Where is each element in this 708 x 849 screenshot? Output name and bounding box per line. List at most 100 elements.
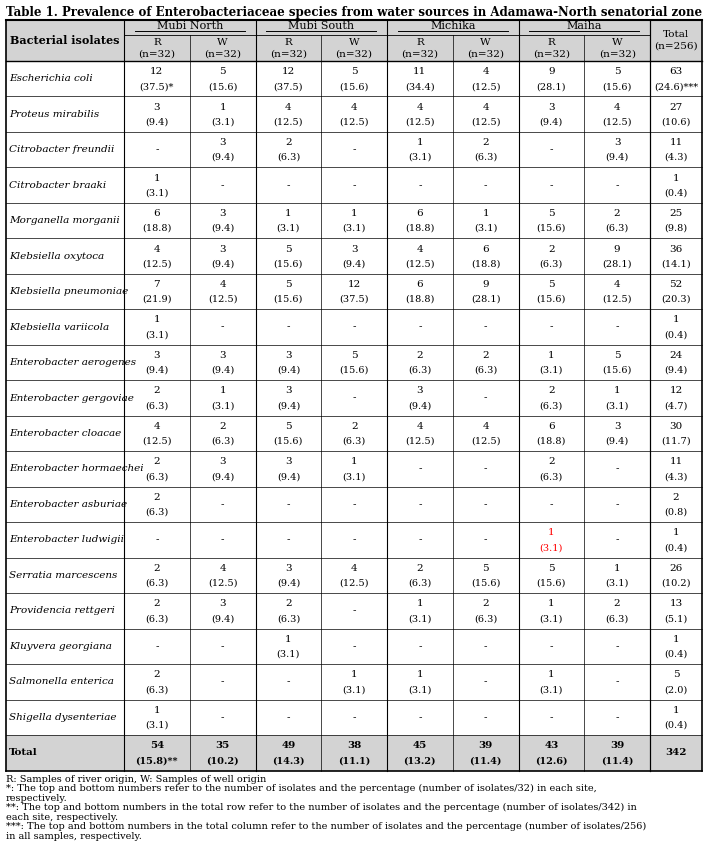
Text: 43: 43 bbox=[544, 741, 559, 751]
Text: 1: 1 bbox=[219, 103, 226, 111]
Text: (15.6): (15.6) bbox=[274, 436, 303, 446]
Text: (11.7): (11.7) bbox=[661, 436, 691, 446]
Text: (3.1): (3.1) bbox=[539, 614, 563, 623]
Text: 2: 2 bbox=[154, 564, 160, 573]
Text: (11.1): (11.1) bbox=[338, 756, 370, 765]
Text: (3.1): (3.1) bbox=[211, 402, 234, 410]
Text: 3: 3 bbox=[219, 351, 226, 360]
Text: (37.5)*: (37.5)* bbox=[139, 82, 174, 91]
Text: 4: 4 bbox=[416, 245, 423, 254]
Text: 4: 4 bbox=[416, 422, 423, 431]
Text: 39: 39 bbox=[610, 741, 624, 751]
Text: -: - bbox=[549, 323, 553, 332]
Text: each site, respectively.: each site, respectively. bbox=[6, 812, 118, 822]
Text: 7: 7 bbox=[154, 280, 160, 289]
Text: (6.3): (6.3) bbox=[343, 436, 366, 446]
Text: -: - bbox=[484, 500, 487, 509]
Text: (12.5): (12.5) bbox=[471, 436, 501, 446]
Text: (3.1): (3.1) bbox=[474, 224, 497, 233]
Text: (3.1): (3.1) bbox=[277, 649, 300, 659]
Text: (3.1): (3.1) bbox=[539, 543, 563, 552]
Text: (13.2): (13.2) bbox=[404, 756, 436, 765]
Text: (6.3): (6.3) bbox=[145, 614, 169, 623]
Text: -: - bbox=[418, 536, 422, 544]
Text: 4: 4 bbox=[614, 280, 620, 289]
Text: Morganella morganii: Morganella morganii bbox=[9, 216, 120, 225]
Text: -: - bbox=[418, 500, 422, 509]
Text: -: - bbox=[353, 145, 356, 155]
Text: 5: 5 bbox=[285, 245, 292, 254]
Text: (18.8): (18.8) bbox=[405, 295, 435, 304]
Text: -: - bbox=[353, 181, 356, 189]
Text: -: - bbox=[287, 323, 290, 332]
Text: -: - bbox=[615, 323, 619, 332]
Text: 1: 1 bbox=[285, 209, 292, 218]
Text: 5: 5 bbox=[482, 564, 489, 573]
Text: 24: 24 bbox=[669, 351, 683, 360]
Text: (3.1): (3.1) bbox=[277, 224, 300, 233]
Text: 4: 4 bbox=[350, 103, 358, 111]
Text: (0.4): (0.4) bbox=[664, 649, 687, 659]
Text: (3.1): (3.1) bbox=[343, 472, 366, 481]
Text: R: Samples of river origin, W: Samples of well origin: R: Samples of river origin, W: Samples o… bbox=[6, 774, 266, 784]
Text: (9.4): (9.4) bbox=[145, 117, 169, 127]
Text: -: - bbox=[353, 713, 356, 722]
Text: (3.1): (3.1) bbox=[145, 330, 169, 340]
Text: 5: 5 bbox=[673, 670, 679, 679]
Text: 4: 4 bbox=[154, 422, 160, 431]
Text: 27: 27 bbox=[669, 103, 683, 111]
Text: 3: 3 bbox=[219, 599, 226, 608]
Text: (9.4): (9.4) bbox=[145, 366, 169, 375]
Text: 3: 3 bbox=[614, 422, 620, 431]
Text: 1: 1 bbox=[154, 173, 160, 183]
Text: Proteus mirabilis: Proteus mirabilis bbox=[9, 110, 99, 119]
Text: (12.5): (12.5) bbox=[603, 117, 632, 127]
Text: 26: 26 bbox=[669, 564, 683, 573]
Text: 39: 39 bbox=[479, 741, 493, 751]
Text: -: - bbox=[287, 536, 290, 544]
Text: -: - bbox=[287, 500, 290, 509]
Text: (15.6): (15.6) bbox=[208, 82, 237, 91]
Text: (15.6): (15.6) bbox=[603, 82, 632, 91]
Text: (3.1): (3.1) bbox=[343, 685, 366, 694]
Text: (15.6): (15.6) bbox=[339, 366, 369, 375]
Text: Klebsiella variicola: Klebsiella variicola bbox=[9, 323, 109, 332]
Bar bbox=[6, 203, 702, 239]
Text: (3.1): (3.1) bbox=[539, 685, 563, 694]
Text: 5: 5 bbox=[614, 67, 620, 76]
Text: Shigella dysenteriae: Shigella dysenteriae bbox=[9, 713, 117, 722]
Bar bbox=[6, 97, 702, 132]
Text: 3: 3 bbox=[219, 245, 226, 254]
Text: -: - bbox=[353, 394, 356, 402]
Text: 35: 35 bbox=[215, 741, 230, 751]
Text: (9.4): (9.4) bbox=[409, 402, 431, 410]
Text: 12: 12 bbox=[348, 280, 361, 289]
Text: (12.5): (12.5) bbox=[339, 579, 369, 588]
Text: (6.3): (6.3) bbox=[211, 436, 234, 446]
Text: (14.3): (14.3) bbox=[272, 756, 304, 765]
Text: (6.3): (6.3) bbox=[474, 614, 497, 623]
Text: (3.1): (3.1) bbox=[539, 366, 563, 375]
Text: (3.1): (3.1) bbox=[605, 402, 629, 410]
Text: R
(n=32): R (n=32) bbox=[138, 38, 176, 58]
Text: -: - bbox=[615, 536, 619, 544]
Bar bbox=[6, 132, 702, 167]
Bar bbox=[6, 416, 702, 451]
Bar bbox=[6, 522, 702, 558]
Text: 9: 9 bbox=[548, 67, 554, 76]
Text: respectively.: respectively. bbox=[6, 794, 68, 802]
Bar bbox=[6, 345, 702, 380]
Text: 1: 1 bbox=[416, 138, 423, 147]
Text: (12.5): (12.5) bbox=[339, 117, 369, 127]
Text: (12.5): (12.5) bbox=[471, 117, 501, 127]
Text: 6: 6 bbox=[416, 209, 423, 218]
Bar bbox=[6, 380, 702, 416]
Text: (6.3): (6.3) bbox=[277, 614, 300, 623]
Text: 13: 13 bbox=[669, 599, 683, 608]
Text: 11: 11 bbox=[669, 458, 683, 466]
Text: 2: 2 bbox=[154, 386, 160, 396]
Text: (18.8): (18.8) bbox=[142, 224, 171, 233]
Text: -: - bbox=[353, 323, 356, 332]
Text: Klebsiella pneumoniae: Klebsiella pneumoniae bbox=[9, 287, 128, 296]
Text: Klebsiella oxytoca: Klebsiella oxytoca bbox=[9, 251, 104, 261]
